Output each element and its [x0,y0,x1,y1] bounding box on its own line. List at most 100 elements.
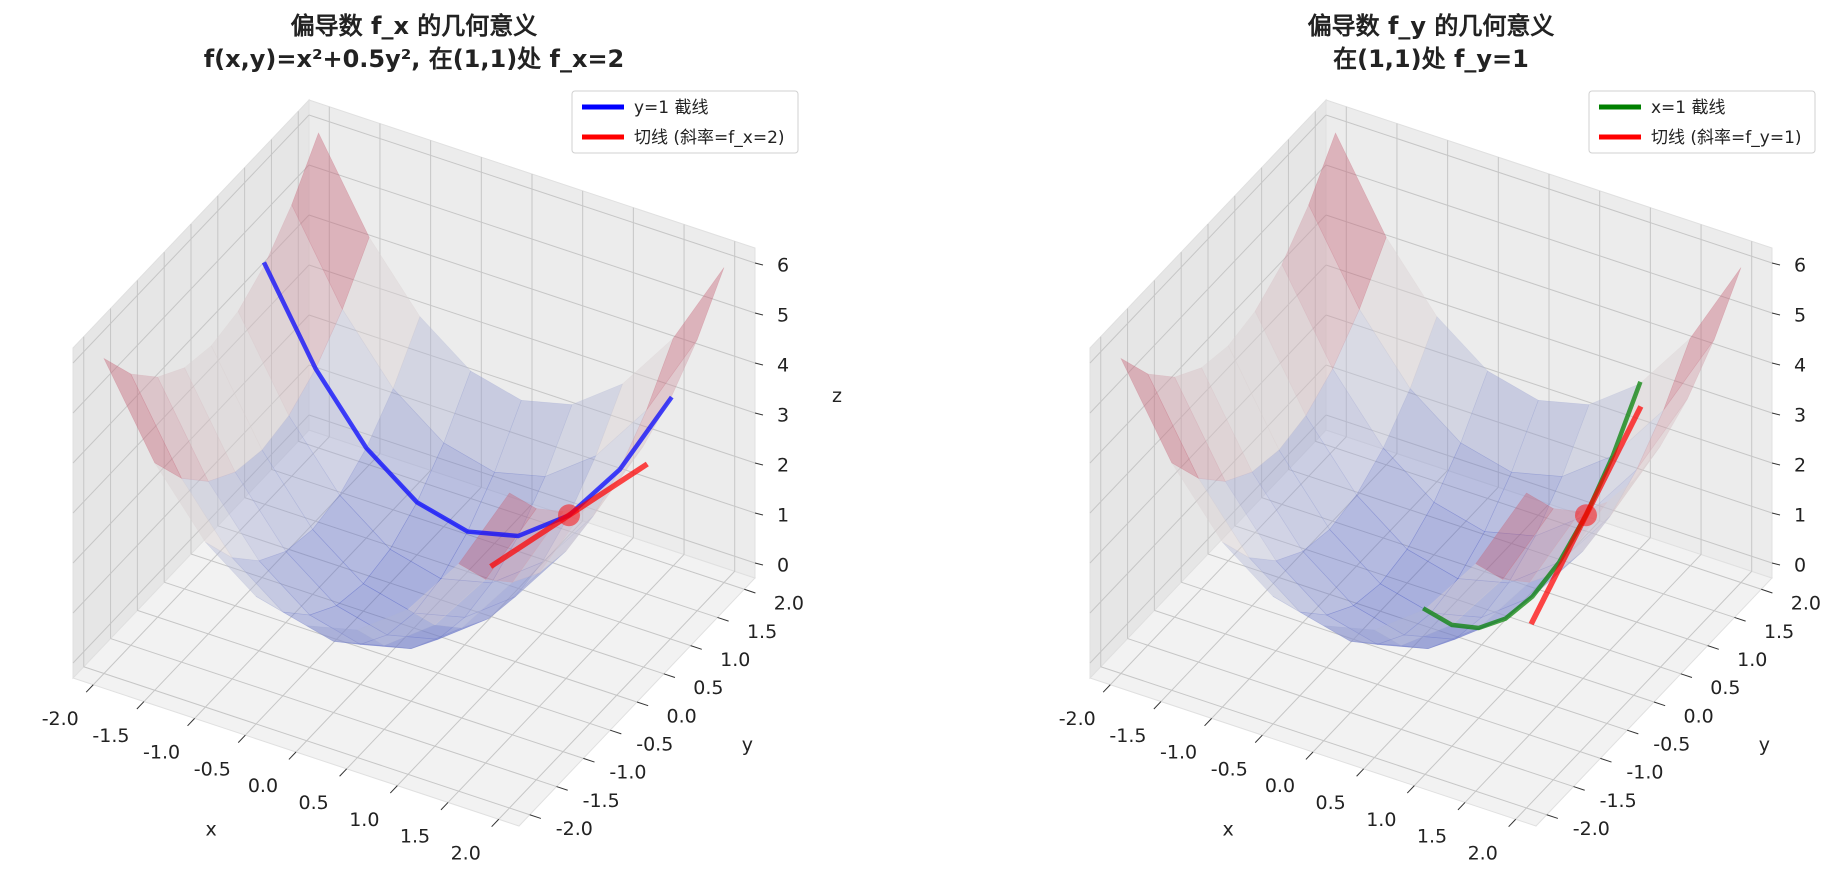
chart-subtitle: f(x,y)=x²+0.5y², 在(1,1)处 f_x=2 [204,45,625,73]
surface-face [1332,308,1411,449]
y-tick-label: 1.5 [1764,621,1794,643]
y-tick-label: 0.0 [666,705,696,727]
grid-line [1288,468,1735,618]
y-tick-label: 2.0 [774,593,804,615]
grid-line [72,414,310,664]
tick-mark [237,734,246,743]
surface-face [205,541,284,613]
z-tick-label: 2 [777,455,789,477]
grid-line [1089,364,1327,614]
surface-face [1359,236,1438,390]
tick-mark [491,818,500,828]
grid-line [1154,609,1601,759]
grid-line [298,440,745,590]
y-tick-label: -1.0 [1626,762,1663,784]
surface-face [538,480,617,574]
surface-face [282,611,361,645]
surface-face [494,399,573,477]
x-tick-label: -1.5 [92,725,129,747]
x-tick-label: -0.5 [194,758,231,780]
tick-mark [1573,786,1585,791]
z-tick-label: 0 [777,555,789,577]
surface-face [1377,634,1455,650]
tick-mark [754,462,764,466]
surface-face [1171,462,1250,558]
x-axis-label: x [1222,819,1233,841]
surface-face [434,578,514,629]
tick-mark [1600,757,1612,763]
surface-face [1302,528,1381,607]
grid-line [1089,214,1327,464]
grid-line [1325,214,1773,364]
grid-line [1089,314,1327,564]
surface-face [1272,596,1351,642]
surface-face [356,609,436,646]
y-tick-label: -2.0 [556,818,593,840]
tick-mark [1771,562,1781,566]
grid-line [244,497,691,647]
tick-mark [288,751,297,760]
surface-face [1248,557,1328,616]
z-axis-label: z [832,385,842,407]
surface-face [308,605,388,645]
surface-face [130,373,209,482]
surface-face [1201,345,1280,473]
grid-line [72,264,310,514]
z-tick-label: 6 [777,255,789,277]
surface-face [1663,267,1742,411]
surface-face [443,370,522,473]
tick-mark [1627,729,1639,735]
surface-face [312,494,391,585]
tick-mark [529,814,542,819]
grid-line [1089,114,1327,364]
tick-mark [583,757,595,763]
y-tick-label: 1.0 [720,649,750,671]
grid-line [1315,440,1762,590]
grid-line [271,468,718,618]
tick-mark [754,312,764,316]
x-tick-label: 1.0 [1366,809,1396,831]
z-tick-label: 5 [777,305,789,327]
z-tick-label: 5 [1794,305,1806,327]
grid-line [83,666,530,816]
surface-face [1582,445,1661,552]
legend-label: 切线 (斜率=f_y=1) [1651,128,1802,148]
z-tick-label: 2 [1794,455,1806,477]
tick-mark [339,768,348,777]
grid-line [1089,164,1327,414]
tick-mark [1305,751,1314,760]
surface-face [261,415,340,530]
z-tick-label: 1 [1794,505,1806,527]
surface-face [1197,477,1277,562]
tick-mark [636,701,649,707]
surface-face [565,445,644,552]
surface-face [234,449,313,552]
y-tick-label: 0.0 [1683,705,1713,727]
z-tick-label: 0 [1794,555,1806,577]
surface-face [333,641,412,649]
surface-face [1460,370,1539,473]
surface-face [407,563,487,626]
tick-mark [1153,701,1162,710]
tick-mark [1204,718,1212,727]
legend-box [1588,90,1816,154]
surface-face [1308,132,1387,311]
point [558,504,580,527]
surface-face [258,550,338,616]
x-tick-label: -2.0 [42,708,79,730]
x-axis-label: x [205,819,216,841]
surface-face [392,316,471,444]
tick-mark [1508,818,1517,828]
grid-line [72,214,310,464]
surface-face [1409,316,1488,444]
tick-mark [754,512,764,516]
grid-line [72,164,310,414]
tick-mark [1771,362,1781,366]
tick-mark [1771,412,1781,416]
surface-face [1281,204,1360,370]
y-tick-label: -1.0 [609,762,646,784]
grid-line [72,314,310,564]
grid-line [308,314,756,464]
surface-face [488,550,567,619]
grid-line [1100,666,1547,816]
